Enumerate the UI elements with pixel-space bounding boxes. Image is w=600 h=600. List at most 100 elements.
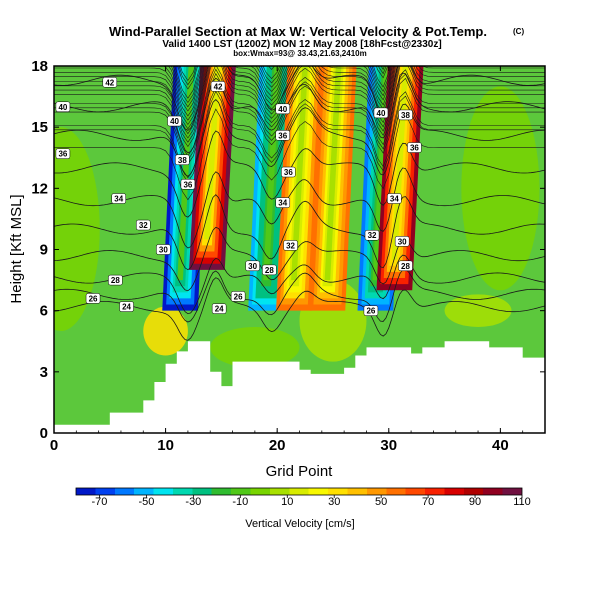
plot-area: 42 40 36 34 32 30 28 26 24 40 38 36 42 40 36 36 34 32 30 28… — [54, 66, 545, 433]
isentrope-label-text: 32 — [286, 241, 295, 250]
colorbar-ticks: -70 -50 -30 -10 10 30 50 70 90 110 — [92, 495, 531, 508]
y-tick-label: 18 — [31, 58, 48, 75]
isentrope-line — [54, 254, 545, 315]
colorbar-tick-label: -10 — [232, 496, 248, 508]
colorbar — [75, 487, 523, 496]
isentrope-label: 24 — [211, 303, 227, 314]
isentrope-line — [54, 66, 545, 130]
isentrope-line — [54, 66, 545, 139]
isentrope-label-text: 38 — [401, 111, 410, 120]
isentrope-line — [54, 167, 545, 249]
isentrope-line — [54, 66, 545, 148]
isentrope-label-box — [108, 274, 123, 286]
isentrope-label-box — [167, 115, 182, 127]
isentrope-label: 36 — [275, 130, 291, 141]
isentrope-label-box — [394, 236, 410, 247]
isentrope-label: 28 — [108, 274, 123, 286]
isentrope-label-box — [398, 109, 413, 121]
isentrope-label-box — [373, 107, 389, 119]
isentrope-label: 40 — [275, 103, 291, 115]
isentrope-label: 38 — [175, 154, 190, 166]
bg-blob — [444, 294, 512, 327]
bg-blob — [143, 306, 188, 356]
colorbar-tick-label: -70 — [92, 496, 108, 508]
isentrope-label-box — [119, 301, 134, 312]
isentrope-label-box — [407, 142, 422, 153]
isentrope-label-text: 34 — [114, 195, 123, 204]
isentrope-label-text: 26 — [234, 292, 243, 301]
x-axis: 0 10 20 30 40 — [50, 66, 546, 454]
y-axis-title: Height [Kft MSL] — [8, 194, 25, 303]
colorbar-tick-label: 10 — [281, 496, 293, 508]
isentrope-labels: 42 40 36 34 32 30 28 26 24 40 38 36 42 40 36 36 34 32 30 28… — [55, 77, 422, 316]
isentrope-label-box — [111, 193, 126, 204]
y-tick-label: 0 — [40, 425, 48, 442]
isentrope-line — [54, 130, 545, 218]
colorbar-tick-label: 50 — [375, 496, 387, 508]
isentrope-label-text: 30 — [398, 237, 407, 246]
colorbar-tick-label: 30 — [328, 496, 340, 508]
isentrope-label: 42 — [102, 77, 118, 88]
isentrope-line — [54, 72, 545, 165]
isentrope-label: 42 — [210, 81, 226, 92]
isentrope-label-box — [180, 179, 196, 190]
isentrope-label-text: 24 — [215, 305, 224, 314]
isentrope-label: 26 — [85, 293, 101, 304]
isentrope-lines — [54, 66, 545, 341]
isentrope-line — [54, 66, 545, 157]
isentrope-label: 34 — [387, 193, 402, 204]
isentrope-line — [54, 86, 545, 179]
title-mark: (C) — [513, 27, 524, 36]
isentrope-label-box — [230, 291, 246, 302]
isentrope-line — [54, 66, 545, 143]
isentrope-label-box — [281, 166, 296, 178]
x-tick-label: 40 — [492, 437, 509, 454]
isentrope-label: 36 — [407, 142, 422, 153]
isentrope-line — [54, 68, 545, 161]
isentrope-label-box — [102, 77, 118, 88]
isentrope-label-box — [136, 219, 151, 231]
isentrope-label-box — [55, 148, 71, 159]
x-tick-label: 20 — [269, 437, 286, 454]
isentrope-label-text: 28 — [265, 266, 274, 275]
isentrope-label-text: 36 — [410, 144, 419, 153]
y-tick-label: 9 — [40, 242, 48, 259]
y-tick-label: 3 — [40, 364, 48, 381]
isentrope-label-text: 40 — [278, 105, 287, 114]
velocity-band — [263, 66, 281, 281]
velocity-band — [291, 66, 308, 281]
isentrope-label: 26 — [230, 291, 246, 302]
isentrope-label: 26 — [363, 305, 379, 316]
chart-subtitle: Valid 1400 LST (1200Z) MON 12 May 2008 [… — [162, 39, 441, 50]
isentrope-label: 30 — [156, 244, 171, 255]
isentrope-label-text: 24 — [122, 303, 131, 312]
colorbar-tick-label: 110 — [513, 496, 531, 508]
isentrope-label-text: 42 — [105, 78, 114, 87]
isentrope-label-box — [85, 293, 101, 304]
isentrope-label-text: 28 — [111, 276, 120, 285]
isentrope-label-text: 40 — [377, 109, 386, 118]
isentrope-label-text: 32 — [139, 221, 148, 230]
isentrope-label-text: 36 — [284, 168, 293, 177]
isentrope-line — [54, 99, 545, 177]
isentrope-label-text: 34 — [390, 195, 399, 204]
x-tick-label: 10 — [157, 437, 174, 454]
isentrope-line — [54, 268, 545, 323]
isentrope-label: 40 — [373, 107, 389, 119]
velocity-band — [204, 66, 221, 240]
isentrope-line — [54, 72, 545, 154]
isentrope-label-box — [387, 193, 402, 204]
isentrope-label: 24 — [119, 301, 134, 312]
y-tick-label: 12 — [31, 180, 48, 197]
y-tick-label: 6 — [40, 303, 48, 320]
isentrope-label-box — [275, 197, 291, 208]
colorbar-tick-label: 70 — [422, 496, 434, 508]
isentrope-label-text: 40 — [58, 103, 67, 112]
isentrope-label-text: 38 — [178, 156, 187, 165]
isentrope-label-text: 36 — [278, 131, 287, 140]
isentrope-label: 36 — [55, 148, 71, 159]
isentrope-label-text: 36 — [183, 180, 192, 189]
isentrope-label-box — [275, 103, 291, 115]
isentrope-label: 32 — [364, 229, 380, 241]
